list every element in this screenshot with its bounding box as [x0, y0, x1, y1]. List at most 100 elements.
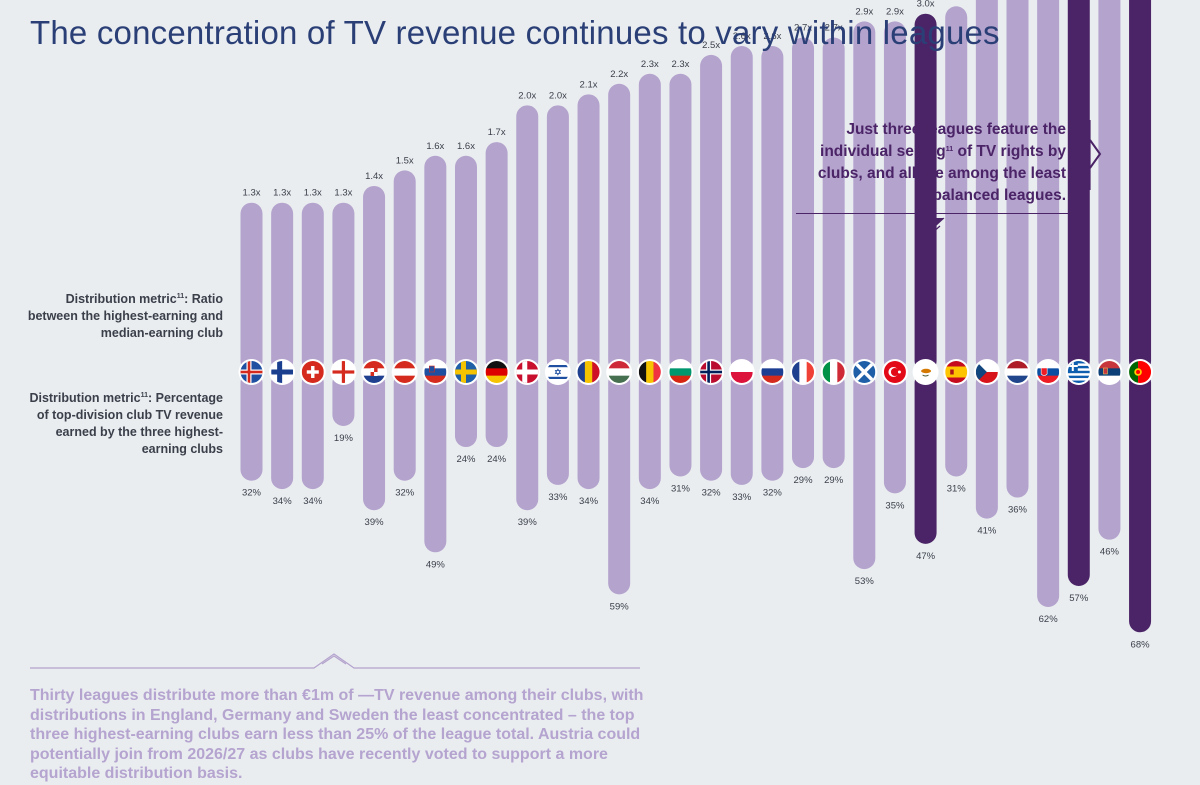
share-bar-turkey [883, 372, 906, 494]
share-label-iceland: 32% [242, 488, 262, 499]
ratio-label-france: 2.7x [794, 23, 812, 34]
ratio-bar-bulgaria [669, 73, 692, 372]
share-metric-label-text: : Percentage of top-division club TV rev… [36, 391, 223, 456]
ratio-bar-germany [485, 142, 508, 372]
share-bar-cyprus [914, 372, 937, 544]
ratio-bar-spain [945, 6, 968, 372]
ratio-bar-austria [393, 170, 416, 372]
ratio-bar-italy [822, 37, 845, 373]
share-label-romania: 34% [579, 496, 599, 507]
share-label-norway: 32% [702, 488, 722, 499]
ratio-bar-netherlands [1006, 0, 1029, 372]
ratio-label-norway: 2.5x [702, 40, 720, 51]
share-label-england: 19% [334, 433, 354, 444]
portugal-flag-icon [1127, 359, 1154, 385]
ratio-label-belgium: 2.3x [641, 59, 659, 70]
share-bar-portugal [1129, 372, 1152, 633]
scotland-flag-icon [851, 359, 878, 385]
share-bars [240, 372, 1152, 633]
ratio-label-germany: 1.7x [488, 127, 506, 138]
denmark-flag-icon [514, 359, 541, 385]
ratio-label-iceland: 1.3x [243, 188, 261, 199]
callout-text-start: Just three leagues feature the individua… [820, 121, 1066, 160]
share-bar-austria [393, 372, 416, 481]
share-label-israel: 33% [548, 492, 568, 503]
left-bracket-line [30, 653, 640, 669]
share-label-serbia: 46% [1100, 547, 1120, 558]
share-bar-croatia [363, 372, 386, 511]
share-bar-greece [1067, 372, 1090, 586]
belgium-flag-icon [636, 359, 663, 385]
share-label-france: 29% [794, 475, 814, 486]
share-label-italy: 29% [824, 475, 844, 486]
share-bar-scotland [853, 372, 876, 570]
share-bar-denmark [516, 372, 539, 511]
norway-flag-icon [698, 359, 725, 385]
share-label-austria: 32% [395, 488, 415, 499]
ratio-bar-croatia [363, 185, 386, 372]
share-bar-serbia [1098, 372, 1121, 540]
share-label-poland: 33% [732, 492, 752, 503]
ratio-bar-slovakia [1037, 0, 1060, 372]
ratio-bar-norway [700, 54, 723, 372]
share-bar-romania [577, 372, 600, 490]
share-label-turkey: 35% [885, 500, 905, 511]
ratio-bar-iceland [240, 202, 263, 372]
callout-footnote: 11 [945, 146, 954, 153]
ratio-bar-switzerland [301, 202, 324, 372]
share-bar-israel [546, 372, 569, 485]
callout-chevron-down-icon [921, 225, 941, 235]
ratio-bar-serbia [1098, 0, 1121, 372]
ratio-label-israel: 2.0x [549, 90, 567, 101]
sweden-flag-icon [452, 359, 479, 385]
share-bar-poland [730, 372, 753, 485]
spain-flag-icon [943, 359, 970, 385]
switzerland-flag-icon [299, 359, 326, 385]
ratio-bar-czechia [975, 0, 998, 372]
ratio-bar-scotland [853, 21, 876, 373]
share-label-denmark: 39% [518, 517, 538, 528]
share-label-netherlands: 36% [1008, 505, 1028, 516]
share-label-sweden: 24% [456, 454, 476, 465]
ratio-bar-sweden [454, 155, 477, 372]
share-label-slovenia: 49% [426, 559, 446, 570]
share-metric-label: Distribution metric11: Percentage of top… [20, 390, 223, 458]
ratio-metric-footnote: 11 [176, 293, 185, 300]
share-label-scotland: 53% [855, 576, 875, 587]
england-flag-icon [330, 359, 357, 385]
share-label-switzerland: 34% [303, 496, 323, 507]
share-bar-switzerland [301, 372, 324, 490]
bulgaria-flag-icon [667, 359, 694, 385]
ratio-bar-romania [577, 94, 600, 373]
share-bar-germany [485, 372, 508, 448]
ratio-bar-belgium [638, 73, 661, 372]
share-label-hungary: 59% [610, 601, 630, 612]
share-bar-russia [761, 372, 784, 481]
ratio-label-russia: 2.6x [763, 31, 781, 42]
share-bar-belgium [638, 372, 661, 490]
ratio-label-switzerland: 1.3x [304, 188, 322, 199]
callout-chevron-right-icon [1089, 139, 1102, 169]
ratio-label-italy: 2.7x [825, 23, 843, 34]
share-bar-bulgaria [669, 372, 692, 477]
ratio-label-austria: 1.5x [396, 155, 414, 166]
ratio-label-finland: 1.3x [273, 188, 291, 199]
share-bar-netherlands [1006, 372, 1029, 498]
callout-text-end: of TV rights by clubs, and all are among… [817, 143, 1066, 204]
callout-underline [796, 213, 1069, 214]
share-bar-czechia [975, 372, 998, 519]
france-flag-icon [790, 359, 817, 385]
share-bar-slovakia [1037, 372, 1060, 608]
footer-note: Thirty leagues distribute more than €1m … [30, 687, 644, 782]
share-bar-england [332, 372, 355, 426]
share-label-bulgaria: 31% [671, 484, 691, 495]
decorations [30, 120, 1102, 669]
ratio-bar-cyprus [914, 13, 937, 372]
share-bar-slovenia [424, 372, 447, 553]
netherlands-flag-icon [1004, 359, 1031, 385]
share-bar-france [792, 372, 815, 469]
share-bar-sweden [454, 372, 477, 448]
italy-flag-icon [820, 359, 847, 385]
share-metric-label-prefix: Distribution metric [29, 391, 141, 405]
